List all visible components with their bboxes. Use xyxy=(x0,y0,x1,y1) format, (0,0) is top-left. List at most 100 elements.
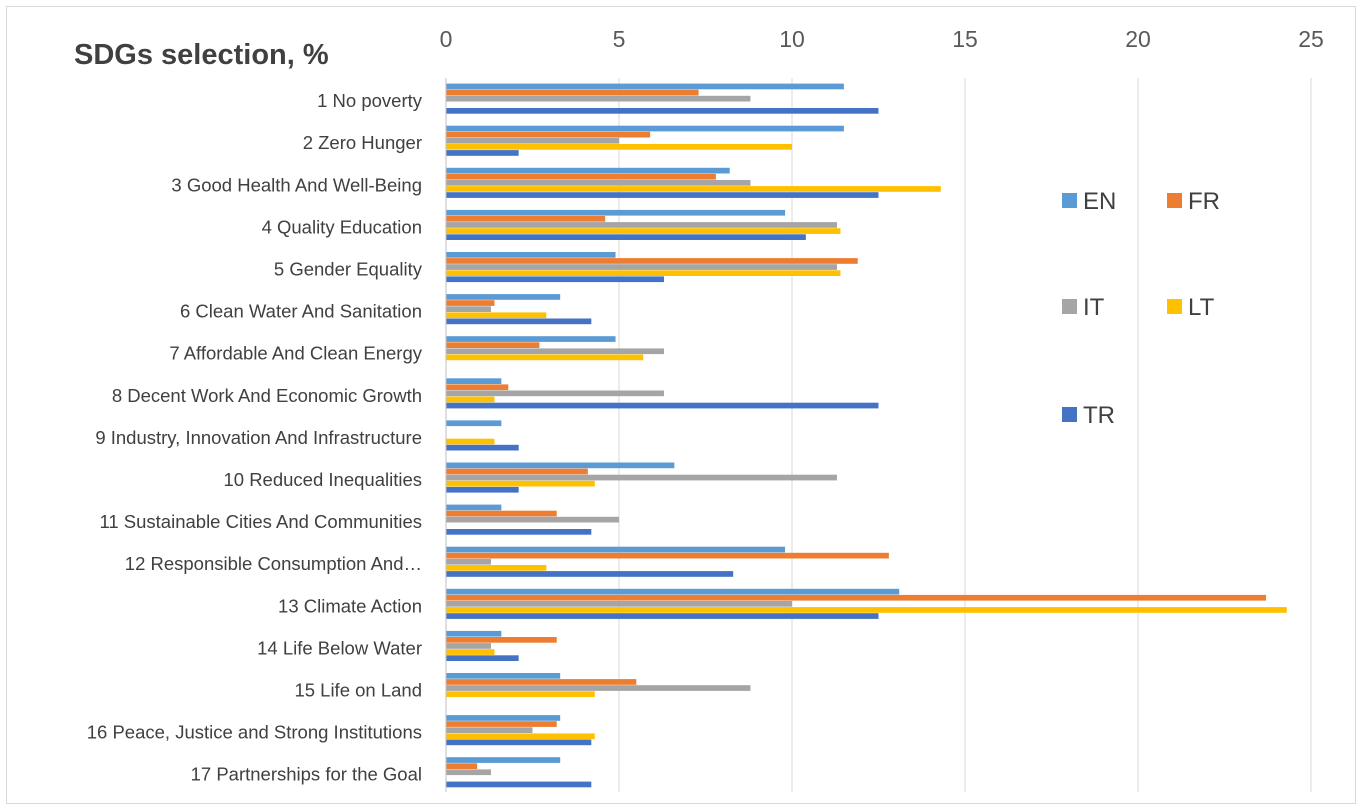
bar xyxy=(446,150,519,156)
category-label: 14 Life Below Water xyxy=(257,637,422,658)
bar xyxy=(446,721,557,727)
bar xyxy=(446,342,540,348)
bar xyxy=(446,468,588,475)
bar xyxy=(446,125,844,132)
x-tick-label: 5 xyxy=(613,26,626,52)
category-label: 6 Clean Water And Sanitation xyxy=(180,301,422,322)
category-label: 2 Zero Hunger xyxy=(303,132,422,153)
bar xyxy=(446,294,561,300)
bar xyxy=(446,571,734,577)
category-label: 4 Quality Education xyxy=(262,216,422,237)
bar xyxy=(446,83,844,90)
category-label: 13 Climate Action xyxy=(278,595,422,616)
bar xyxy=(446,763,478,769)
bar xyxy=(446,264,837,270)
bar xyxy=(446,673,561,679)
bar xyxy=(446,95,751,102)
legend-label: EN xyxy=(1083,188,1116,215)
bar xyxy=(446,167,730,174)
bar xyxy=(446,318,592,325)
bar xyxy=(446,378,502,384)
bar xyxy=(446,384,509,391)
bar xyxy=(446,144,792,150)
bar xyxy=(446,462,675,469)
x-tick-label: 25 xyxy=(1298,26,1324,52)
bar xyxy=(446,474,837,481)
bar xyxy=(446,222,837,228)
legend-label: LT xyxy=(1188,294,1215,321)
bar xyxy=(446,546,786,553)
bar xyxy=(446,209,786,216)
category-label: 3 Good Health And Well-Being xyxy=(171,174,422,195)
bar xyxy=(446,396,495,403)
x-tick-label: 15 xyxy=(952,26,978,52)
bar xyxy=(446,420,502,427)
bar xyxy=(446,552,889,559)
bar xyxy=(446,108,879,114)
bar xyxy=(446,486,519,493)
bar xyxy=(446,607,1287,613)
category-label: 17 Partnerships for the Goal xyxy=(191,764,422,785)
bar xyxy=(446,192,879,198)
bar xyxy=(446,510,557,517)
bar xyxy=(446,402,879,409)
bar xyxy=(446,769,491,776)
bar xyxy=(446,565,547,571)
bar xyxy=(446,757,561,763)
bar xyxy=(446,613,879,619)
bar xyxy=(446,306,491,312)
bar xyxy=(446,733,595,740)
bar xyxy=(446,131,651,138)
bars xyxy=(446,83,1287,788)
bar xyxy=(446,270,841,276)
bar xyxy=(446,588,900,595)
bar xyxy=(446,173,716,180)
legend-swatch xyxy=(1062,407,1077,422)
category-label: 12 Responsible Consumption And… xyxy=(125,553,422,574)
category-label: 5 Gender Equality xyxy=(274,258,423,279)
legend-label: FR xyxy=(1188,188,1220,215)
x-tick-label: 20 xyxy=(1125,26,1151,52)
legend-label: IT xyxy=(1083,294,1105,321)
bar xyxy=(446,601,792,607)
category-label: 16 Peace, Justice and Strong Institution… xyxy=(87,722,422,743)
bar xyxy=(446,558,491,565)
legend-item: TR xyxy=(1062,402,1115,429)
bar xyxy=(446,390,664,397)
bar xyxy=(446,679,637,685)
bar xyxy=(446,529,592,535)
bar xyxy=(446,649,495,655)
legend-swatch xyxy=(1167,299,1182,314)
category-labels: 1 No poverty 2 Zero Hunger 3 Good Health A… xyxy=(87,90,423,785)
bar xyxy=(446,691,595,697)
x-tick-label: 0 xyxy=(440,26,453,52)
category-label: 7 Affordable And Clean Energy xyxy=(169,343,422,364)
chart-title: SDGs selection, % xyxy=(74,39,329,71)
bar xyxy=(446,137,619,144)
bar xyxy=(446,252,616,258)
bar xyxy=(446,480,595,487)
legend-label: TR xyxy=(1083,402,1115,429)
bar xyxy=(446,444,519,451)
bar xyxy=(446,312,547,319)
legend-item: LT xyxy=(1167,294,1215,321)
bar xyxy=(446,504,502,511)
category-label: 15 Life on Land xyxy=(294,679,422,700)
category-label: 9 Industry, Innovation And Infrastructur… xyxy=(95,427,422,448)
bar xyxy=(446,348,664,355)
bar xyxy=(446,655,519,661)
bar xyxy=(446,186,941,192)
bar xyxy=(446,637,557,643)
legend: EN FR IT LT TR xyxy=(1062,188,1220,429)
bar xyxy=(446,438,495,445)
bar xyxy=(446,336,616,342)
bar xyxy=(446,180,751,186)
bar xyxy=(446,715,561,721)
legend-item: FR xyxy=(1167,188,1220,215)
legend-item: EN xyxy=(1062,188,1116,215)
category-label: 10 Reduced Inequalities xyxy=(223,469,422,490)
bar xyxy=(446,727,533,733)
legend-item: IT xyxy=(1062,294,1105,321)
bar xyxy=(446,258,858,264)
bar xyxy=(446,228,841,234)
